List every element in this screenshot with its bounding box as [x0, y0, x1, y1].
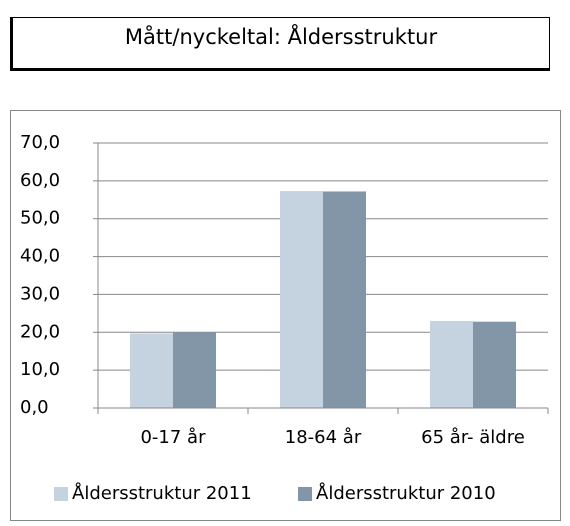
bar — [173, 332, 216, 408]
y-tick-label: 50,0 — [20, 208, 60, 229]
bar — [430, 320, 473, 408]
header-box: Mått/nyckeltal: Åldersstruktur — [10, 17, 550, 71]
legend-swatch — [54, 487, 68, 501]
x-tick-label: 0-17 år — [140, 427, 206, 448]
legend-label: Åldersstruktur 2011 — [72, 482, 252, 504]
legend-label: Åldersstruktur 2010 — [316, 482, 496, 504]
x-tick-label: 18-64 år — [285, 427, 362, 448]
y-tick-label: 10,0 — [20, 359, 60, 380]
y-tick-label: 70,0 — [20, 132, 60, 153]
y-tick-label: 60,0 — [20, 170, 60, 191]
legend-swatch — [298, 487, 312, 501]
y-tick-label: 0,0 — [20, 397, 49, 418]
bar — [280, 191, 323, 408]
bar — [130, 333, 173, 408]
y-tick-label: 30,0 — [20, 283, 60, 304]
y-tick-label: 40,0 — [20, 246, 60, 267]
y-tick-label: 20,0 — [20, 321, 60, 342]
bar — [323, 191, 366, 408]
header-title: Mått/nyckeltal: Åldersstruktur — [124, 25, 438, 49]
bar — [473, 321, 516, 408]
x-tick-label: 65 år- äldre — [421, 427, 525, 448]
